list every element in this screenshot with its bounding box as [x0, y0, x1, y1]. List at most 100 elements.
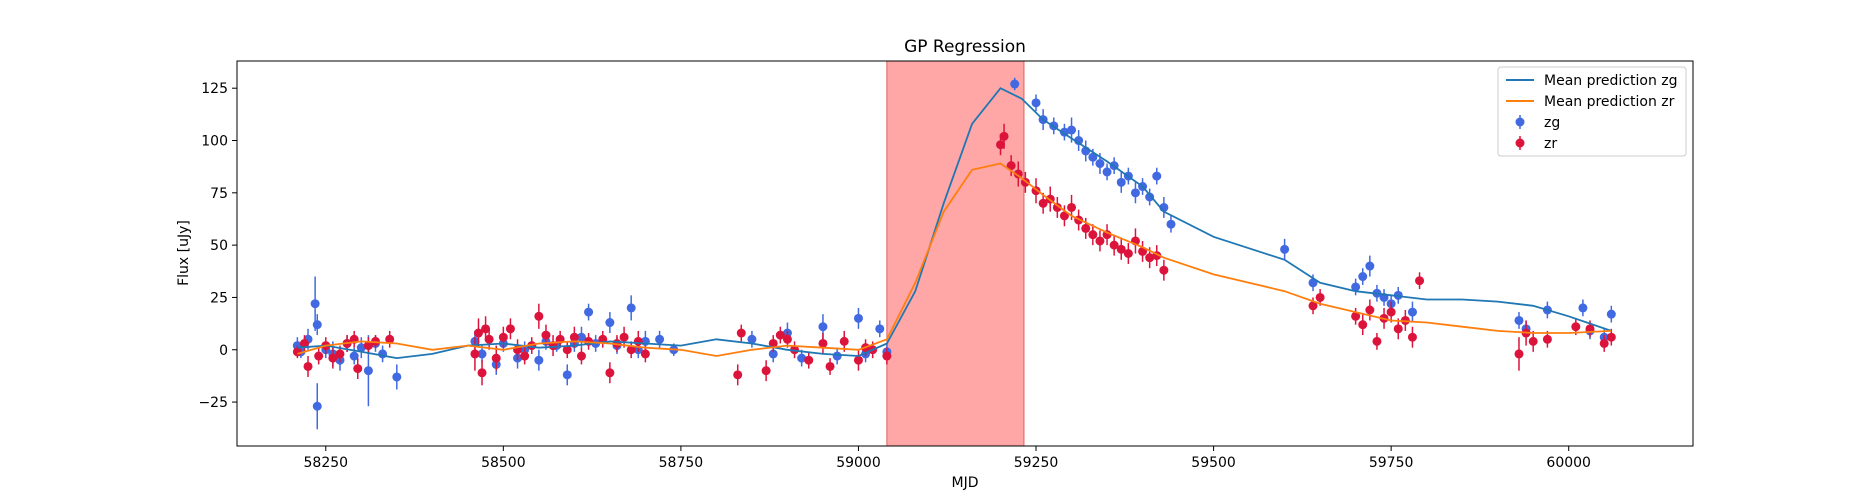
x-tick-label: 59750 [1369, 455, 1414, 471]
data-point-zg [832, 351, 842, 361]
data-point-zr [1542, 334, 1552, 344]
legend-marker-swatch [1515, 117, 1525, 127]
data-point-zr [473, 328, 483, 338]
data-point-zr [1393, 324, 1403, 334]
data-point-zr [541, 330, 551, 340]
data-point-zg [1365, 261, 1375, 271]
data-point-zr [818, 338, 828, 348]
plot-frame [236, 60, 1694, 447]
x-axis-label: MJD [952, 475, 979, 491]
data-point-zr [1528, 336, 1538, 346]
data-point-zr [782, 334, 792, 344]
data-point-zg [655, 334, 665, 344]
y-tick-label: −25 [198, 395, 228, 411]
data-point-zr [520, 351, 530, 361]
data-point-zg [1578, 303, 1588, 313]
data-point-zg [356, 343, 366, 353]
data-point-zr [491, 353, 501, 363]
data-point-zr [1081, 223, 1091, 233]
x-tick-label: 58750 [659, 455, 704, 471]
data-point-zr [882, 351, 892, 361]
data-point-zr [385, 334, 395, 344]
data-point-zr [804, 355, 814, 365]
data-point-zr [1514, 349, 1524, 359]
x-tick-label: 58250 [304, 455, 349, 471]
data-point-zr [292, 347, 302, 357]
data-point-zg [1514, 315, 1524, 325]
data-point-zr [825, 361, 835, 371]
data-point-zr [1365, 305, 1375, 315]
legend-marker-swatch [1515, 138, 1525, 148]
data-point-zr [1358, 320, 1368, 330]
data-point-zr [1038, 198, 1048, 208]
data-point-zr [1599, 338, 1609, 348]
x-tick-label: 59250 [1014, 455, 1059, 471]
data-point-zr [1351, 311, 1361, 321]
y-tick-label: 75 [210, 186, 228, 202]
data-point-zr [1116, 244, 1126, 254]
data-point-zr [1006, 161, 1016, 171]
data-point-zg [477, 349, 487, 359]
data-point-zg [312, 320, 322, 330]
legend-label: zg [1544, 115, 1560, 131]
data-point-zr [484, 334, 494, 344]
data-point-zg [626, 303, 636, 313]
chart-title: GP Regression [904, 37, 1026, 57]
data-point-zr [736, 328, 746, 338]
data-point-zr [733, 370, 743, 380]
data-point-zr [1059, 211, 1069, 221]
data-point-zg [1067, 125, 1077, 135]
data-point-zr [569, 332, 579, 342]
data-point-zg [584, 307, 594, 317]
data-point-zr [477, 368, 487, 378]
data-point-zr [633, 336, 643, 346]
data-point-zg [1130, 188, 1140, 198]
data-point-zg [363, 366, 373, 376]
legend-label: Mean prediction zg [1544, 73, 1678, 89]
data-point-zr [498, 332, 508, 342]
data-point-zr [470, 349, 480, 359]
data-point-zg [1031, 98, 1041, 108]
data-point-zg [576, 332, 586, 342]
data-point-zr [481, 324, 491, 334]
data-point-zr [314, 351, 324, 361]
data-point-zr [1123, 249, 1133, 258]
data-point-zg [1095, 159, 1105, 169]
data-point-zr [353, 364, 363, 374]
data-point-zg [349, 351, 359, 361]
data-point-zr [775, 330, 785, 340]
data-point-zr [761, 366, 771, 376]
data-point-zg [378, 349, 388, 359]
y-tick-label: 125 [201, 81, 228, 97]
y-tick-label: 25 [210, 290, 228, 306]
data-point-zr [562, 345, 572, 355]
data-point-zg [853, 313, 863, 323]
data-point-zg [1010, 79, 1020, 89]
data-point-zr [505, 324, 515, 334]
x-tick-label: 59500 [1191, 455, 1236, 471]
data-point-zg [1280, 244, 1290, 254]
data-point-zr [853, 355, 863, 365]
data-point-zg [1116, 177, 1126, 187]
data-point-zr [996, 140, 1006, 150]
legend-box [1497, 66, 1687, 157]
data-point-zr [328, 353, 338, 363]
data-point-zg [310, 299, 320, 309]
series-line-zr [297, 162, 1612, 357]
data-point-zg [1074, 136, 1084, 146]
data-point-zg [1166, 219, 1176, 229]
y-tick-label: 0 [219, 343, 228, 359]
data-point-zg [797, 353, 807, 363]
data-point-zr [1372, 336, 1382, 346]
y-tick-label: 50 [210, 238, 228, 254]
plot-area: 58250 58500 58750 59000 59250 59500 59750 60000… [198, 60, 1694, 471]
data-point-zg [747, 334, 757, 344]
data-point-zr [1145, 253, 1155, 263]
data-point-zr [534, 311, 544, 321]
data-point-zr [1052, 202, 1062, 212]
data-point-zg [875, 324, 885, 334]
data-point-zr [1315, 292, 1325, 302]
data-point-zr [1088, 230, 1098, 240]
data-point-zr [1415, 276, 1425, 286]
